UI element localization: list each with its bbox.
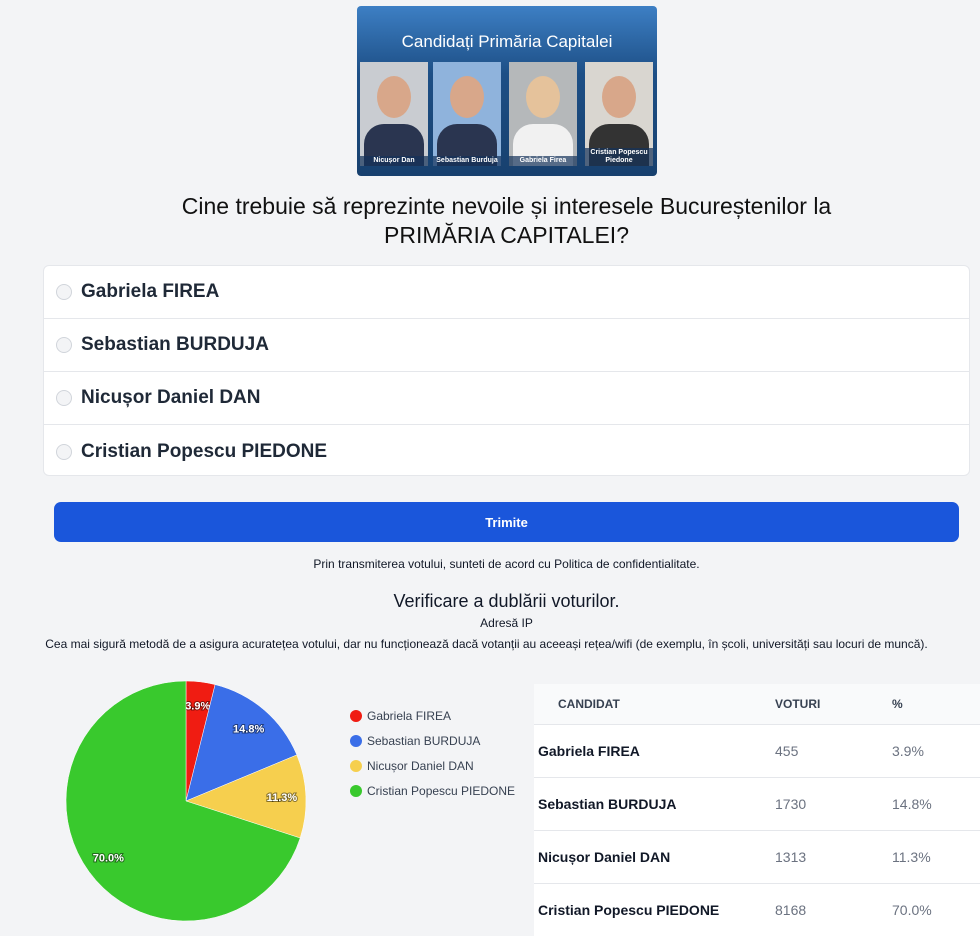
photo-sebastian-burduja: Sebastian Burduja xyxy=(433,62,501,166)
chart-legend: Gabriela FIREA Sebastian BURDUJA Nicușor… xyxy=(350,703,515,803)
table-row: Cristian Popescu PIEDONE 8168 70.0% xyxy=(534,882,980,936)
pie-data-label: 3.9% xyxy=(185,701,210,713)
poll-question: Cine trebuie să reprezinte nevoile și in… xyxy=(181,193,832,248)
radio-button[interactable] xyxy=(56,443,72,460)
table-row: Nicușor Daniel DAN 1313 11.3% xyxy=(534,829,980,883)
table-row: Gabriela FIREA 455 3.9% xyxy=(534,723,980,777)
legend-item: Nicușor Daniel DAN xyxy=(350,753,515,778)
banner-title: Candidați Primăria Capitalei xyxy=(401,32,613,51)
verification-title: Verificare a dublării voturilor. xyxy=(393,591,620,611)
photo-cristian-piedone: Cristian Popescu Piedone xyxy=(585,62,653,166)
options-list: Gabriela FIREA Sebastian BURDUJA Nicușor… xyxy=(43,265,970,476)
option-firea[interactable]: Gabriela FIREA xyxy=(44,266,969,319)
results-table: CANDIDAT VOTURI% Gabriela FIREA 455 3.9% Se… xyxy=(534,684,980,936)
results-pie-chart: 3.9% 14.8% 11.3% 70.0% xyxy=(65,680,307,922)
photo-gabriela-firea: Gabriela Firea xyxy=(509,62,577,166)
photo-nicusor-dan: Nicușor Dan xyxy=(360,62,428,166)
verification-description: Cea mai sigură metodă de a asigura acura… xyxy=(45,637,928,651)
consent-text: Prin transmiterea votului, sunteti de ac… xyxy=(313,557,700,571)
option-dan[interactable]: Nicușor Daniel DAN xyxy=(44,372,969,425)
option-piedone[interactable]: Cristian Popescu PIEDONE xyxy=(44,425,969,478)
radio-button[interactable] xyxy=(56,337,72,353)
legend-item: Cristian Popescu PIEDONE xyxy=(350,778,515,803)
pie-data-label: 14.8% xyxy=(233,723,264,735)
pie-data-label: 70.0% xyxy=(93,852,124,864)
candidates-banner: Candidați Primăria Capitalei Nicușor Dan… xyxy=(357,6,657,176)
option-burduja[interactable]: Sebastian BURDUJA xyxy=(44,319,969,372)
verification-method: Adresă IP xyxy=(480,616,533,630)
pie-slice xyxy=(65,680,301,922)
table-row: Sebastian BURDUJA 1730 14.8% xyxy=(534,776,980,830)
radio-button[interactable] xyxy=(56,284,72,300)
submit-button[interactable]: Trimite xyxy=(54,502,959,542)
legend-item: Gabriela FIREA xyxy=(350,703,515,728)
radio-button[interactable] xyxy=(56,390,72,406)
pie-slice xyxy=(185,754,307,839)
pie-data-label: 11.3% xyxy=(267,792,298,804)
pie-slice xyxy=(185,684,298,802)
legend-item: Sebastian BURDUJA xyxy=(350,728,515,753)
